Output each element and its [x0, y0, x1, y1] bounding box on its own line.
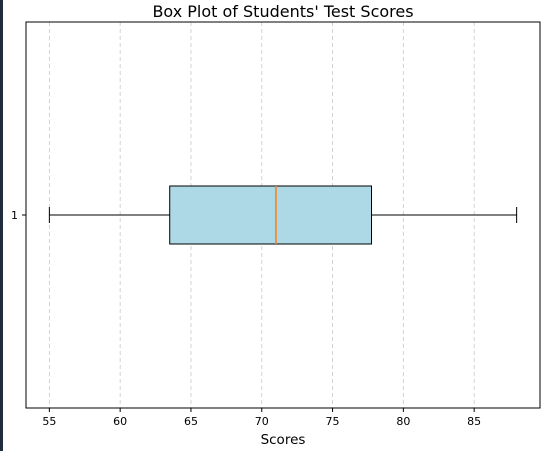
chart-title: Box Plot of Students' Test Scores [152, 2, 413, 21]
box-layer [48, 185, 518, 245]
x-tick-label: 55 [42, 415, 56, 428]
box-iqr [169, 185, 372, 245]
y-tick-label: 1 [11, 209, 18, 222]
x-tick-label: 85 [467, 415, 481, 428]
x-tick-label: 75 [326, 415, 340, 428]
x-axis-ticks: 55 60 65 70 75 80 85 [42, 408, 481, 428]
window-edge-bar [0, 0, 3, 451]
x-axis-label: Scores [261, 432, 306, 448]
y-axis-ticks: 1 [11, 209, 26, 222]
x-tick-label: 60 [113, 415, 127, 428]
x-tick-label: 80 [396, 415, 410, 428]
x-tick-label: 70 [255, 415, 269, 428]
x-tick-label: 65 [184, 415, 198, 428]
